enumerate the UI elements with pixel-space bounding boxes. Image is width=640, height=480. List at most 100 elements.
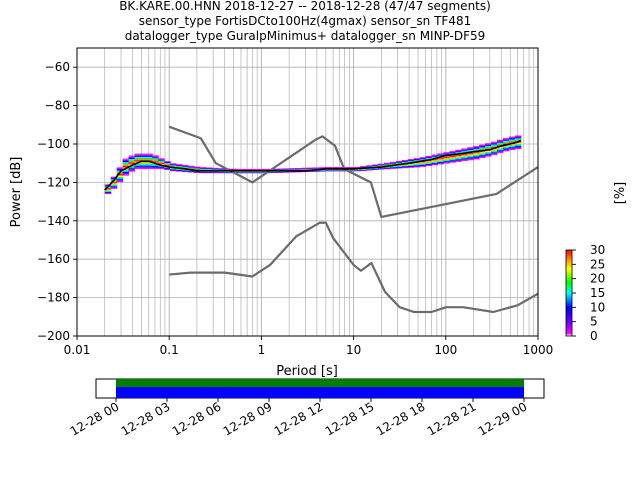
- psd-bin: [467, 149, 474, 151]
- psd-bin: [182, 170, 189, 172]
- psd-bin: [461, 154, 468, 156]
- psd-bin: [401, 165, 409, 167]
- psd-bin: [508, 145, 516, 147]
- psd-bin: [485, 154, 492, 156]
- psd-bin: [514, 147, 522, 148]
- psd-bin: [390, 168, 397, 169]
- psd-bin: [170, 164, 177, 166]
- psd-bin: [110, 177, 118, 179]
- psd-bin: [140, 156, 147, 158]
- psd-bin: [182, 166, 189, 168]
- psd-bin: [128, 167, 135, 169]
- psd-bin: [491, 151, 498, 153]
- psd-bin: [134, 164, 141, 166]
- psd-bin: [461, 151, 468, 153]
- psd-bin: [384, 167, 391, 169]
- psd-bin: [467, 158, 474, 160]
- psd-bin: [134, 160, 141, 162]
- psd-bin: [354, 166, 361, 168]
- psd-bin: [413, 164, 421, 166]
- x-tick-label: 100: [434, 343, 457, 357]
- psd-bin: [485, 145, 492, 147]
- colorbar-label: [%]: [613, 182, 628, 205]
- psd-bin: [176, 165, 183, 166]
- psd-bin: [502, 140, 510, 142]
- time-tick-label: 12-28 12: [272, 399, 326, 438]
- psd-bin: [413, 165, 421, 167]
- time-tick-label: 12-29 00: [476, 399, 530, 438]
- psd-bin: [134, 163, 141, 165]
- psd-bin: [502, 142, 510, 144]
- psd-bin: [413, 163, 421, 165]
- psd-bin: [158, 160, 165, 162]
- psd-bin: [152, 160, 159, 162]
- psd-bin: [390, 163, 397, 165]
- psd-bin: [437, 163, 444, 165]
- psd-bin: [158, 162, 165, 163]
- psd-bin: [479, 157, 486, 159]
- psd-bin: [502, 137, 510, 139]
- psd-bin: [187, 168, 195, 170]
- psd-bin: [199, 167, 207, 169]
- title-line-2: sensor_type FortisDCto100Hz(4gmax) senso…: [139, 14, 471, 28]
- colorbar-tick-label: 10: [590, 300, 605, 314]
- psd-bin: [455, 151, 462, 153]
- psd-bin: [413, 163, 421, 165]
- psd-bin: [491, 144, 498, 146]
- x-tick-label: 10: [346, 343, 361, 357]
- psd-bin: [164, 161, 171, 162]
- psd-bin: [413, 165, 421, 167]
- psd-bin: [443, 158, 450, 160]
- psd-bin: [425, 160, 433, 162]
- psd-bin: [443, 161, 450, 162]
- y-tick-label: −120: [37, 175, 70, 189]
- psd-bin: [384, 167, 391, 169]
- psd-bin: [485, 151, 492, 153]
- psd-bin: [128, 169, 135, 171]
- psd-bin: [158, 166, 165, 168]
- psd-bin: [110, 186, 118, 188]
- psd-bin: [431, 163, 439, 165]
- psd-bin: [467, 150, 474, 151]
- psd-bin: [431, 154, 439, 156]
- psd-bin: [277, 168, 284, 170]
- psd-bin: [193, 169, 201, 171]
- psd-bin: [241, 168, 248, 170]
- psd-bin: [146, 164, 153, 166]
- psd-bin: [122, 160, 130, 163]
- psd-bin: [437, 154, 444, 156]
- psd-bin: [152, 155, 159, 157]
- psd-bin: [104, 192, 112, 194]
- psd-bin: [407, 163, 415, 165]
- psd-bin: [431, 162, 439, 163]
- psd-bin: [128, 157, 135, 160]
- psd-bin: [187, 168, 195, 169]
- psd-bin: [496, 143, 504, 145]
- psd-bin: [395, 166, 403, 168]
- psd-bin: [384, 163, 391, 165]
- psd-bin: [479, 144, 486, 146]
- psd-bin: [152, 156, 159, 158]
- psd-bin: [306, 167, 314, 169]
- psd-bin: [413, 160, 421, 161]
- psd-bin: [176, 168, 183, 170]
- psd-bin: [146, 157, 153, 160]
- psd-bin: [514, 145, 522, 147]
- psd-bin: [110, 187, 118, 188]
- x-tick-label: 0.01: [64, 343, 91, 357]
- psd-bin: [122, 171, 130, 174]
- psd-bin: [170, 169, 177, 171]
- psd-bin: [419, 164, 427, 165]
- psd-bin: [437, 158, 444, 159]
- psd-bin: [288, 168, 296, 169]
- psd-bin: [437, 161, 444, 163]
- psd-bin: [122, 162, 130, 164]
- psd-bin: [259, 168, 266, 170]
- psd-bin: [128, 160, 135, 162]
- psd-bin: [384, 162, 391, 164]
- psd-bin: [193, 166, 201, 168]
- psd-bin: [176, 166, 183, 168]
- colorbar-tick-label: 15: [590, 286, 605, 300]
- psd-bin: [152, 162, 159, 164]
